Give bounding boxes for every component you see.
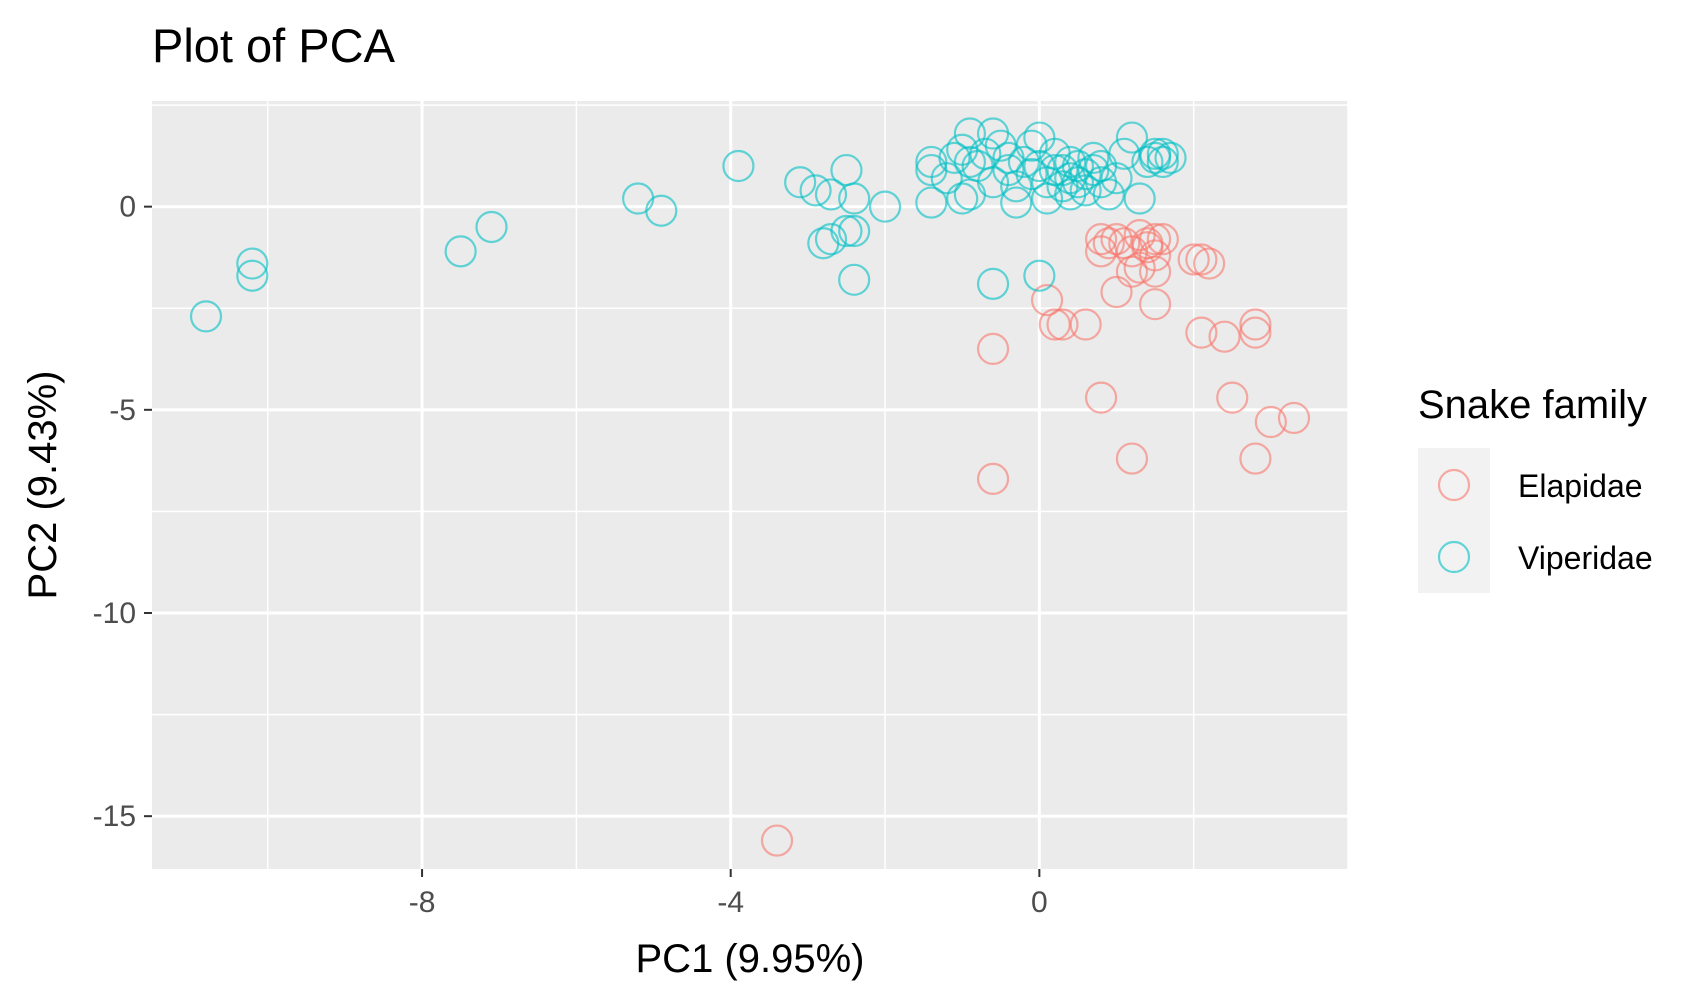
point-elapidae xyxy=(1193,247,1226,280)
point-viperidae xyxy=(838,263,871,296)
point-viperidae xyxy=(953,117,987,150)
point-viperidae xyxy=(1138,141,1172,174)
point-viperidae xyxy=(1015,158,1048,191)
point-elapidae xyxy=(1177,243,1210,276)
point-viperidae xyxy=(1069,174,1102,207)
legend-key-viperidae xyxy=(1437,540,1471,574)
legend-label-elapidae: Elapidae xyxy=(1518,468,1643,504)
legend-title: Snake family xyxy=(1418,383,1647,427)
point-viperidae xyxy=(1000,186,1033,219)
point-elapidae xyxy=(1030,284,1064,317)
point-viperidae xyxy=(992,153,1025,187)
y-tick-label: 0 xyxy=(119,191,136,224)
point-viperidae xyxy=(946,182,979,215)
point-elapidae xyxy=(1216,381,1249,414)
point-viperidae xyxy=(1146,137,1179,170)
point-elapidae xyxy=(1208,320,1241,353)
point-viperidae xyxy=(938,141,971,174)
point-elapidae xyxy=(760,824,794,857)
point-elapidae xyxy=(1092,227,1125,260)
point-viperidae xyxy=(830,214,863,248)
point-viperidae xyxy=(1146,145,1179,179)
y-axis-ticks: 0 -5 -10 -15 xyxy=(93,191,152,833)
point-elapidae xyxy=(1069,308,1102,341)
point-viperidae xyxy=(236,247,269,280)
legend-key-elapidae xyxy=(1437,468,1471,502)
point-elapidae xyxy=(1239,316,1272,349)
point-viperidae xyxy=(976,267,1010,300)
point-elapidae xyxy=(976,332,1010,365)
point-viperidae xyxy=(475,210,508,244)
point-elapidae xyxy=(1185,316,1218,349)
major-gridlines xyxy=(152,101,1348,869)
point-elapidae xyxy=(1254,405,1287,439)
point-elapidae xyxy=(1084,223,1118,256)
y-tick-label: -15 xyxy=(93,800,136,833)
point-elapidae xyxy=(1115,442,1149,475)
point-elapidae xyxy=(1138,288,1172,321)
point-elapidae xyxy=(1123,251,1156,284)
legend: Snake family Elapidae Viperidae xyxy=(1418,383,1653,593)
point-viperidae xyxy=(1115,121,1149,154)
point-viperidae xyxy=(1061,149,1095,183)
point-elapidae xyxy=(1084,381,1118,414)
point-viperidae xyxy=(722,149,755,183)
point-viperidae xyxy=(953,145,987,179)
point-viperidae xyxy=(1154,141,1187,174)
point-viperidae xyxy=(645,194,678,227)
point-elapidae xyxy=(1115,255,1149,288)
point-viperidae xyxy=(799,174,832,207)
plot-panel xyxy=(152,101,1348,869)
x-tick-label: -4 xyxy=(717,886,744,919)
y-tick-label: -5 xyxy=(109,394,136,427)
point-viperidae xyxy=(915,186,948,219)
point-viperidae xyxy=(838,214,871,248)
data-points xyxy=(189,117,1311,857)
point-viperidae xyxy=(838,182,871,215)
point-elapidae xyxy=(1146,223,1179,256)
point-elapidae xyxy=(1138,255,1172,288)
x-tick-label: -8 xyxy=(409,886,436,919)
point-viperidae xyxy=(444,235,477,268)
point-elapidae xyxy=(976,462,1010,496)
point-viperidae xyxy=(1015,129,1048,162)
point-elapidae xyxy=(1239,442,1272,475)
chart-title: Plot of PCA xyxy=(152,19,396,72)
point-elapidae xyxy=(1046,308,1079,341)
minor-gridlines xyxy=(152,101,1349,869)
point-viperidae xyxy=(1123,182,1156,215)
point-elapidae xyxy=(1138,223,1172,256)
point-viperidae xyxy=(1069,158,1102,191)
point-elapidae xyxy=(1131,231,1164,264)
legend-key-background xyxy=(1418,448,1490,593)
point-viperidae xyxy=(189,300,223,333)
point-viperidae xyxy=(930,162,963,195)
x-tick-label: 0 xyxy=(1031,886,1048,919)
point-elapidae xyxy=(1100,275,1133,309)
point-elapidae xyxy=(1185,243,1218,276)
point-viperidae xyxy=(1100,162,1133,195)
y-axis-title: PC2 (9.43%) xyxy=(21,371,65,600)
point-viperidae xyxy=(868,190,902,223)
x-axis-title: PC1 (9.95%) xyxy=(636,937,865,981)
point-viperidae xyxy=(1131,145,1164,179)
point-elapidae xyxy=(1239,308,1272,341)
x-axis-ticks: -8 -4 0 xyxy=(409,869,1048,919)
point-viperidae xyxy=(236,259,269,292)
y-tick-label: -10 xyxy=(93,597,136,630)
point-viperidae xyxy=(814,178,848,211)
legend-label-viperidae: Viperidae xyxy=(1518,540,1653,576)
point-viperidae xyxy=(784,166,817,199)
point-viperidae xyxy=(1023,259,1056,292)
point-elapidae xyxy=(1277,401,1311,435)
point-viperidae xyxy=(814,223,848,256)
point-viperidae xyxy=(1077,141,1110,174)
point-viperidae xyxy=(1092,178,1125,211)
